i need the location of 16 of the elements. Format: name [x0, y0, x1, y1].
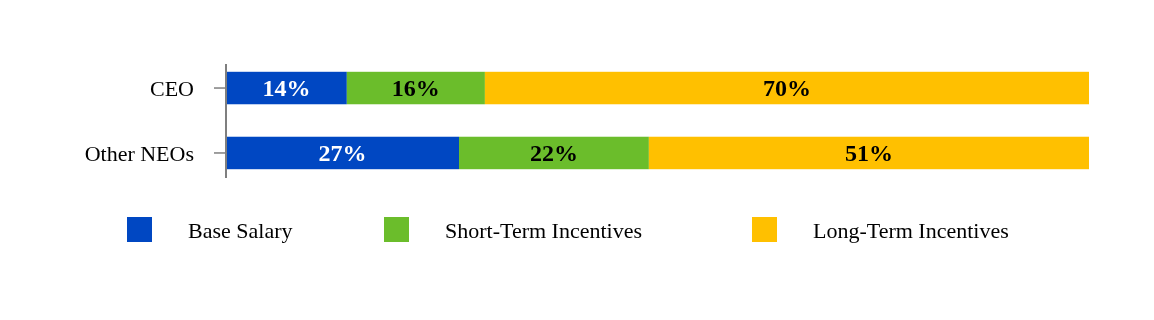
- data-label: 14%: [262, 75, 311, 102]
- bar: [459, 136, 649, 170]
- bar: [226, 136, 460, 170]
- bar: [648, 136, 1089, 170]
- data-label: 51%: [844, 140, 893, 167]
- data-label: 22%: [529, 140, 578, 167]
- data-label: 16%: [391, 75, 440, 102]
- legend-label: Long-Term Incentives: [813, 217, 1009, 243]
- y-tick-label: Other NEOs: [84, 140, 194, 166]
- data-label: 27%: [318, 140, 367, 167]
- data-label: 70%: [762, 75, 811, 102]
- bar: [346, 71, 485, 105]
- legend-label: Base Salary: [188, 217, 293, 243]
- y-tick-label: CEO: [150, 75, 194, 101]
- legend-label: Short-Term Incentives: [445, 217, 643, 243]
- bar: [484, 71, 1089, 105]
